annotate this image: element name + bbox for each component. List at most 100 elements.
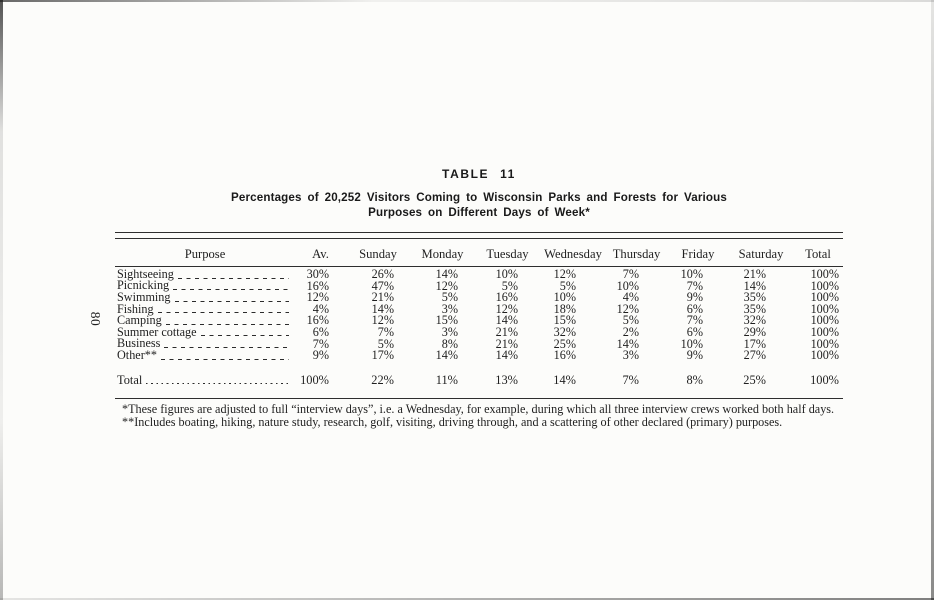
value-cell-monday: 5% bbox=[441, 290, 458, 305]
value-cell-thursday: 14% bbox=[616, 336, 639, 351]
column-header-total: Total bbox=[805, 247, 831, 261]
table-row-summer-cottage: Summer cottage 6% 7% 3% 21% 32% 2% 6% 29% 100% bbox=[115, 324, 843, 339]
table-row-other: Other** 9% 17% 14% 14% 16% 3% 9% 27% 100% bbox=[115, 347, 843, 363]
table-header-rule bbox=[115, 266, 843, 267]
table-title-line-2: Purposes on Different Days of Week* bbox=[368, 206, 590, 219]
table-row-camping: Camping 16% 12% 15% 14% 15% 5% 7% 32% 100% bbox=[115, 313, 843, 328]
value-cell-total: 100% bbox=[810, 336, 839, 351]
table-row-sightseeing: Sightseeing 30% 26% 14% 10% 12% 7% 10% 21% 100% bbox=[115, 266, 843, 281]
value-cell-wednesday: 16% bbox=[553, 348, 576, 363]
value-cell-wednesday: 32% bbox=[553, 324, 576, 339]
table-row-business: Business 7% 5% 8% 21% 25% 14% 10% 17% 100% bbox=[115, 336, 843, 351]
value-cell-friday: 6% bbox=[686, 301, 703, 316]
value-cell-friday: 9% bbox=[686, 290, 703, 305]
table-row-picnicking: Picnicking 16% 47% 12% 5% 5% 10% 7% 14% 100% bbox=[115, 278, 843, 293]
value-cell-sunday: 22% bbox=[371, 372, 394, 387]
column-header-av: Av. bbox=[312, 247, 329, 261]
value-cell-wednesday: 15% bbox=[553, 313, 576, 328]
value-cell-av: 7% bbox=[312, 336, 329, 351]
value-cell-wednesday: 5% bbox=[559, 278, 576, 293]
column-header-wednesday: Wednesday bbox=[544, 247, 602, 261]
purpose-cell: Swimming bbox=[115, 289, 295, 304]
value-cell-tuesday: 13% bbox=[495, 372, 518, 387]
column-header-saturday: Saturday bbox=[738, 247, 784, 261]
table-title-line-1: Percentages of 20,252 Visitors Coming to… bbox=[231, 191, 727, 204]
purpose-cell: Camping bbox=[115, 314, 295, 327]
purpose-label: Swimming bbox=[117, 289, 171, 304]
dot-leader bbox=[146, 382, 289, 385]
page-number: 80 bbox=[88, 311, 103, 327]
table-label: TABLE 11 bbox=[442, 167, 516, 181]
column-header-purpose: Purpose bbox=[184, 247, 226, 261]
value-cell-wednesday: 14% bbox=[553, 372, 576, 387]
table-title-block: TABLE 11 Percentages of 20,252 Visitors … bbox=[115, 168, 843, 220]
value-cell-thursday: 7% bbox=[622, 267, 639, 281]
value-cell-friday: 8% bbox=[686, 372, 703, 387]
value-cell-av: 9% bbox=[312, 348, 329, 363]
scan-edge-left bbox=[0, 0, 3, 600]
purpose-cell: Fishing bbox=[115, 301, 295, 316]
purpose-label: Other** bbox=[117, 347, 157, 362]
value-cell-av: 100% bbox=[300, 372, 329, 387]
dot-leader bbox=[160, 357, 289, 360]
value-cell-monday: 15% bbox=[435, 313, 458, 328]
value-cell-total: 100% bbox=[810, 278, 839, 293]
value-cell-sunday: 12% bbox=[371, 313, 394, 328]
value-cell-total: 100% bbox=[810, 301, 839, 316]
value-cell-monday: 14% bbox=[435, 348, 458, 363]
value-cell-av: 16% bbox=[306, 278, 329, 293]
value-cell-sunday: 26% bbox=[371, 267, 394, 281]
table-row-fishing: Fishing 4% 14% 3% 12% 18% 12% 6% 35% 100% bbox=[115, 301, 843, 316]
value-cell-sunday: 47% bbox=[371, 278, 394, 293]
value-cell-av: 12% bbox=[306, 290, 329, 305]
value-cell-thursday: 10% bbox=[616, 278, 639, 293]
dot-leader bbox=[165, 322, 289, 325]
value-cell-total: 100% bbox=[810, 348, 839, 363]
value-cell-saturday: 14% bbox=[743, 278, 766, 293]
value-cell-thursday: 7% bbox=[622, 372, 639, 387]
table-row-swimming: Swimming 12% 21% 5% 16% 10% 4% 9% 35% 100% bbox=[115, 289, 843, 305]
purpose-label: Sightseeing bbox=[117, 266, 174, 281]
column-header-thursday: Thursday bbox=[612, 247, 661, 261]
value-cell-tuesday: 14% bbox=[495, 348, 518, 363]
value-cell-tuesday: 16% bbox=[495, 290, 518, 305]
value-cell-friday: 6% bbox=[686, 324, 703, 339]
value-cell-total: 100% bbox=[810, 267, 839, 281]
value-cell-wednesday: 10% bbox=[553, 290, 576, 305]
value-cell-monday: 8% bbox=[441, 336, 458, 351]
purpose-label: Picnicking bbox=[117, 278, 170, 293]
table-top-rule bbox=[115, 232, 843, 239]
value-cell-thursday: 12% bbox=[616, 301, 639, 316]
value-cell-saturday: 29% bbox=[743, 324, 766, 339]
dot-leader bbox=[177, 276, 289, 279]
value-cell-wednesday: 18% bbox=[553, 301, 576, 316]
value-cell-total: 100% bbox=[810, 324, 839, 339]
dot-leader bbox=[173, 288, 289, 291]
value-cell-thursday: 5% bbox=[622, 313, 639, 328]
value-cell-saturday: 21% bbox=[743, 267, 766, 281]
value-cell-friday: 10% bbox=[680, 267, 703, 281]
dot-leader bbox=[157, 311, 289, 314]
value-cell-thursday: 4% bbox=[622, 290, 639, 305]
value-cell-total: 100% bbox=[810, 372, 839, 387]
value-cell-monday: 11% bbox=[435, 372, 458, 387]
footnote-1: *These figures are adjusted to full “int… bbox=[122, 402, 835, 416]
value-cell-wednesday: 25% bbox=[553, 336, 576, 351]
value-cell-sunday: 21% bbox=[371, 290, 394, 305]
value-cell-friday: 9% bbox=[686, 348, 703, 363]
value-cell-saturday: 17% bbox=[743, 336, 766, 351]
value-cell-sunday: 7% bbox=[377, 324, 394, 339]
table-total-row: Total 100% 22% 11% 13% 14% 7% 8% 25% 100% bbox=[115, 372, 843, 387]
table-header-row: Purpose Av. Sunday Monday Tuesday Wednesday Th… bbox=[115, 239, 843, 266]
scan-edge-top bbox=[0, 0, 934, 2]
purpose-label: Fishing bbox=[117, 301, 154, 316]
purpose-cell: Summer cottage bbox=[115, 326, 295, 339]
value-cell-tuesday: 21% bbox=[495, 336, 518, 351]
value-cell-saturday: 27% bbox=[743, 348, 766, 363]
value-cell-tuesday: 21% bbox=[495, 324, 518, 339]
value-cell-tuesday: 10% bbox=[495, 267, 518, 281]
value-cell-monday: 14% bbox=[435, 267, 458, 281]
value-cell-thursday: 3% bbox=[622, 348, 639, 363]
table-body: Sightseeing 30% 26% 14% 10% 12% 7% 10% 21% 100% Pi… bbox=[115, 267, 843, 362]
